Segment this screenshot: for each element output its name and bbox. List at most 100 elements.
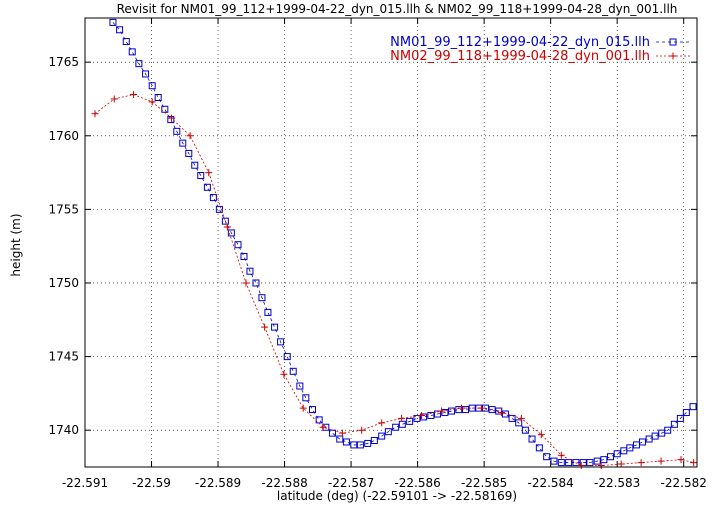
data-point [626,444,634,452]
data-point [283,353,291,361]
series-2-line [94,94,694,466]
legend-label-1: NM01_99_112+1999-04-22_dyn_015.llh [390,35,650,50]
data-point [167,114,175,122]
data-point [356,441,364,449]
data-point [690,459,698,467]
data-point [261,323,269,331]
data-point [252,279,260,287]
chart-title: Revisit for NM01_99_112+1999-04-22_dyn_0… [117,2,678,16]
y-tick-label: 1740 [48,423,79,437]
data-point [597,462,605,470]
data-point [427,411,435,419]
data-point [242,279,250,287]
data-point [116,26,124,34]
x-tick-label: -22.582 [661,476,707,490]
data-point [637,459,645,467]
data-point [521,426,529,434]
data-point [557,459,565,467]
data-point [577,462,585,470]
legend: NM01_99_112+1999-04-22_dyn_015.llh NM02_… [390,35,690,64]
data-point [543,453,551,461]
data-point [148,98,156,106]
data-point [109,18,117,26]
data-point [122,38,130,46]
data-point [689,403,697,411]
data-point [240,252,248,260]
data-point [477,404,485,412]
data-point [128,48,136,56]
data-point [651,432,659,440]
y-tick-label: 1750 [48,276,79,290]
y-tick-label: 1760 [48,129,79,143]
data-point [418,411,426,419]
x-tick-label: -22.589 [195,476,241,490]
data-point [338,429,346,437]
data-point [280,370,288,378]
data-point [277,338,285,346]
y-tick-label: 1755 [48,202,79,216]
x-tick-label: -22.583 [594,476,640,490]
data-point [364,439,372,447]
data-point [264,308,272,316]
data-point [565,459,573,467]
data-point [302,394,310,402]
data-point [677,456,685,464]
x-axis-label: latitude (deg) (-22.59101 -> -22.58169) [277,489,517,503]
y-axis-label: height (m) [9,213,23,276]
series-layer [91,18,698,470]
data-point [358,426,366,434]
data-point [613,450,621,458]
plot-frame [84,17,698,468]
data-point [517,414,525,422]
x-tick-label: -22.591 [62,476,108,490]
data-point [299,404,307,412]
data-point [420,413,428,421]
y-tick-label: 1765 [48,55,79,69]
data-point [607,453,615,461]
data-point [167,116,175,124]
data-point [398,420,406,428]
data-point [657,457,665,465]
data-point [413,414,421,422]
data-point [319,423,327,431]
x-tick-label: -22.588 [261,476,307,490]
data-point [234,241,242,249]
data-point [246,267,254,275]
data-point [186,132,194,140]
data-point [676,414,684,422]
data-point [638,438,646,446]
data-point [600,456,608,464]
data-point [557,451,565,459]
data-point [378,432,386,440]
data-point [617,460,625,468]
data-point [179,139,187,147]
data-point [535,444,543,452]
data-point [378,419,386,427]
data-point [537,431,545,439]
data-point [154,93,162,101]
data-point [398,414,406,422]
data-point [328,429,336,437]
data-point [173,127,181,135]
data-point [215,205,223,213]
data-point [203,183,211,191]
data-point [593,457,601,465]
data-point [309,406,317,414]
data-point [289,367,297,375]
data-point [515,419,523,427]
data-point [258,294,266,302]
data-point [142,70,150,78]
data-point [528,435,536,443]
x-tick-label: -22.59 [132,476,171,490]
data-point [497,409,505,417]
data-point [191,161,199,169]
x-tick-label: -22.584 [527,476,573,490]
data-point [223,223,231,231]
data-point [664,426,672,434]
data-point [458,404,466,412]
data-point [438,407,446,415]
data-point [271,323,279,331]
data-point [392,423,400,431]
data-point [148,82,156,90]
